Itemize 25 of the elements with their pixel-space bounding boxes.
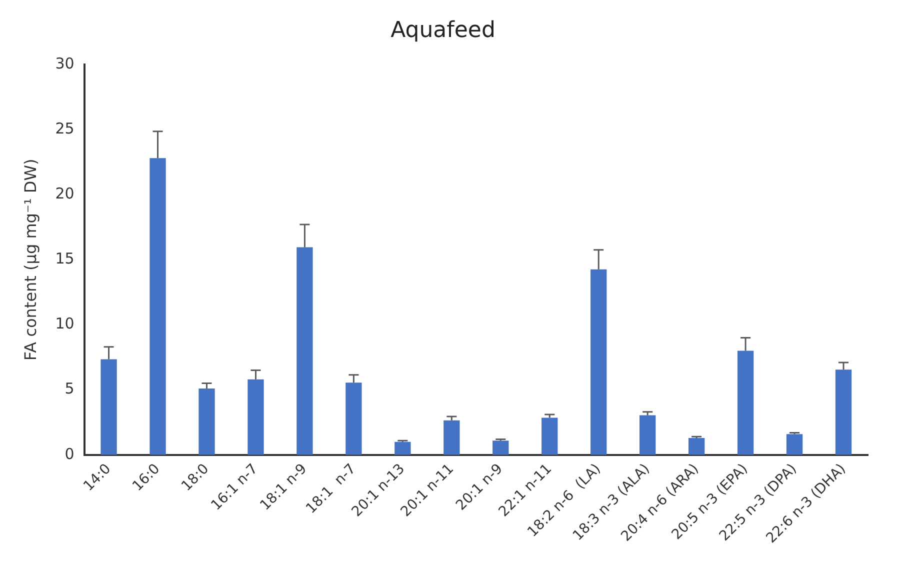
y-axis-title: FA content (μg mg⁻¹ DW) xyxy=(20,158,40,361)
chart-title: Aquafeed xyxy=(390,18,496,43)
bar xyxy=(100,359,117,455)
y-tick-label: 5 xyxy=(64,380,74,398)
bar xyxy=(198,388,215,455)
bar xyxy=(346,382,362,455)
bar xyxy=(542,418,558,455)
y-tick-label: 25 xyxy=(55,119,74,138)
bar xyxy=(640,415,656,455)
bar xyxy=(590,269,607,455)
bar xyxy=(688,438,705,455)
bar xyxy=(835,370,852,455)
y-tick-label: 10 xyxy=(55,314,74,333)
y-tick-label: 30 xyxy=(55,54,74,72)
bar xyxy=(296,247,313,455)
y-tick-label: 0 xyxy=(64,444,74,463)
bar xyxy=(394,442,411,455)
bar xyxy=(150,158,166,455)
y-tick-label: 15 xyxy=(55,250,74,268)
bar xyxy=(786,434,803,455)
bar xyxy=(492,440,509,455)
y-tick-label: 20 xyxy=(55,184,74,202)
bar xyxy=(444,420,460,455)
bar xyxy=(248,379,264,455)
bar xyxy=(737,350,754,455)
